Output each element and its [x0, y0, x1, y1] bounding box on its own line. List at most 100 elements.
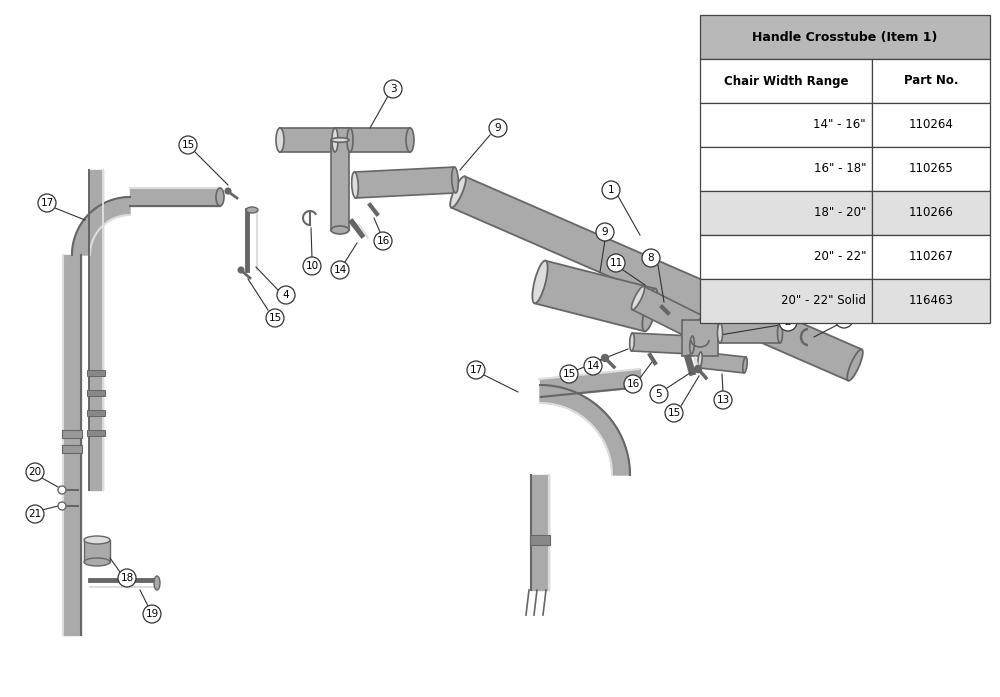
Circle shape: [714, 391, 732, 409]
Ellipse shape: [632, 286, 644, 309]
Bar: [872, 279, 990, 323]
Text: 15: 15: [562, 369, 576, 379]
Circle shape: [331, 261, 349, 279]
Ellipse shape: [690, 336, 694, 354]
Ellipse shape: [450, 176, 466, 208]
Text: Part No.: Part No.: [904, 75, 958, 88]
Polygon shape: [280, 128, 350, 152]
Circle shape: [596, 223, 614, 241]
Circle shape: [584, 357, 602, 375]
Circle shape: [118, 569, 136, 587]
Text: Chair Width Range: Chair Width Range: [724, 75, 848, 88]
Text: Handle Crosstube (Item 1): Handle Crosstube (Item 1): [752, 31, 938, 43]
Bar: [872, 235, 990, 279]
Polygon shape: [335, 128, 410, 152]
Bar: [872, 59, 990, 103]
Polygon shape: [540, 385, 630, 475]
Circle shape: [38, 194, 56, 212]
Circle shape: [467, 361, 485, 379]
Ellipse shape: [406, 128, 414, 152]
Bar: [700, 59, 872, 103]
Ellipse shape: [532, 261, 548, 303]
Bar: [87, 410, 105, 416]
Text: 14" - 16": 14" - 16": [813, 118, 866, 132]
Text: 116463: 116463: [909, 295, 953, 307]
Polygon shape: [331, 140, 349, 230]
Text: 8: 8: [648, 253, 654, 263]
Circle shape: [26, 505, 44, 523]
Polygon shape: [632, 333, 692, 354]
Text: 110264: 110264: [909, 118, 953, 132]
Ellipse shape: [246, 207, 258, 213]
Circle shape: [374, 232, 392, 250]
Text: 16: 16: [626, 379, 640, 389]
Ellipse shape: [277, 128, 283, 152]
Ellipse shape: [452, 167, 458, 193]
Ellipse shape: [778, 323, 782, 343]
Ellipse shape: [352, 172, 358, 198]
Ellipse shape: [84, 558, 110, 566]
Text: 9: 9: [602, 227, 608, 237]
Bar: [872, 103, 990, 147]
Ellipse shape: [331, 228, 349, 232]
Text: 21: 21: [28, 509, 42, 519]
Circle shape: [607, 254, 625, 272]
Bar: [700, 279, 872, 323]
Circle shape: [489, 119, 507, 137]
Text: 2: 2: [785, 317, 791, 327]
Circle shape: [560, 365, 578, 383]
Text: 20: 20: [28, 467, 42, 477]
Polygon shape: [720, 323, 780, 343]
Text: 15: 15: [667, 408, 681, 418]
Circle shape: [694, 365, 702, 372]
Circle shape: [650, 385, 668, 403]
Ellipse shape: [276, 128, 284, 152]
Ellipse shape: [847, 349, 863, 381]
Bar: [530, 535, 550, 545]
Ellipse shape: [642, 289, 658, 331]
Bar: [872, 191, 990, 235]
Text: 11: 11: [609, 258, 623, 268]
Circle shape: [709, 313, 715, 319]
Text: 15: 15: [181, 140, 195, 150]
FancyBboxPatch shape: [682, 320, 718, 356]
Text: 6: 6: [841, 314, 847, 324]
Text: 110266: 110266: [909, 206, 953, 220]
Text: 12: 12: [745, 266, 759, 276]
Ellipse shape: [331, 226, 349, 234]
Circle shape: [26, 463, 44, 481]
Bar: [84, 540, 110, 562]
Circle shape: [602, 181, 620, 199]
Bar: [87, 430, 105, 436]
Ellipse shape: [216, 188, 224, 206]
Bar: [700, 235, 872, 279]
Text: 110267: 110267: [909, 250, 953, 263]
Circle shape: [602, 355, 608, 362]
Bar: [700, 15, 990, 59]
Circle shape: [743, 262, 761, 280]
Text: 9: 9: [495, 123, 501, 133]
Circle shape: [277, 286, 295, 304]
Text: 5: 5: [656, 389, 662, 399]
Circle shape: [58, 502, 66, 510]
Bar: [87, 370, 105, 376]
Ellipse shape: [743, 357, 747, 373]
Text: 10: 10: [305, 261, 319, 271]
Text: 19: 19: [145, 609, 159, 619]
Polygon shape: [354, 167, 456, 198]
Ellipse shape: [718, 323, 722, 343]
Circle shape: [624, 375, 642, 393]
Polygon shape: [632, 286, 704, 339]
Text: 15: 15: [268, 313, 282, 323]
Ellipse shape: [154, 576, 160, 590]
Text: 20" - 22" Solid: 20" - 22" Solid: [781, 295, 866, 307]
Ellipse shape: [332, 128, 338, 152]
Bar: [62, 445, 82, 453]
Text: 4: 4: [283, 290, 289, 300]
Circle shape: [143, 605, 161, 623]
Ellipse shape: [407, 128, 413, 152]
Ellipse shape: [331, 138, 349, 142]
Ellipse shape: [630, 333, 634, 351]
Text: 16" - 18": 16" - 18": [814, 162, 866, 176]
Bar: [87, 390, 105, 396]
